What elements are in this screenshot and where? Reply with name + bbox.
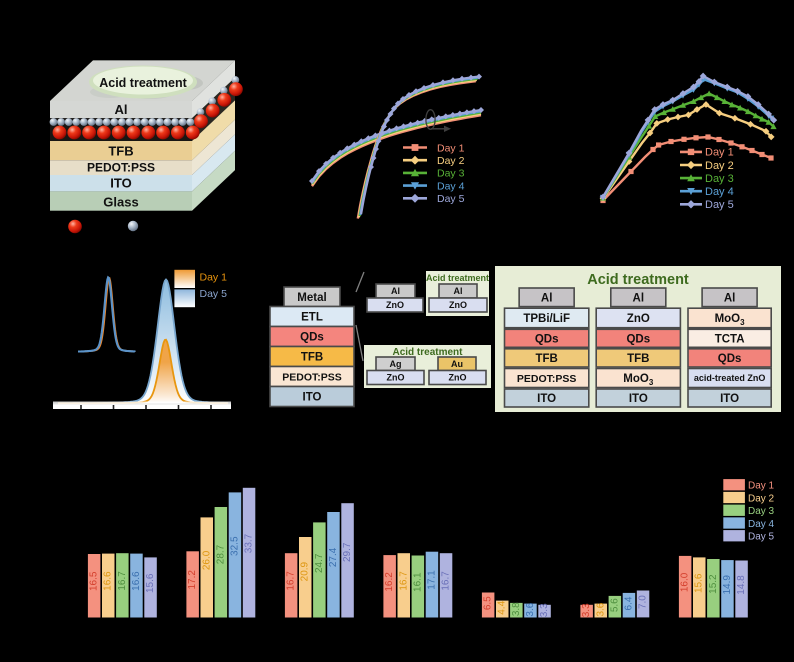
- svg-text:Acid treatment: Acid treatment: [587, 272, 689, 288]
- svg-text:Al: Al: [724, 292, 736, 304]
- svg-text:Acid treatment: Acid treatment: [99, 76, 187, 90]
- svg-text:6.4: 6.4: [623, 596, 634, 610]
- svg-text:3.3: 3.3: [539, 603, 550, 617]
- svg-text:Glass: Glass: [103, 195, 138, 210]
- svg-text:16.0: 16.0: [680, 572, 691, 592]
- svg-text:ZnO: ZnO: [449, 373, 467, 383]
- svg-text:14.9: 14.9: [722, 575, 733, 595]
- svg-text:16.2: 16.2: [384, 572, 395, 592]
- svg-text:Metal: Metal: [297, 292, 326, 304]
- svg-text:QDs: QDs: [300, 332, 324, 344]
- svg-text:Acid treatment: Acid treatment: [392, 347, 463, 358]
- svg-text:Au: Au: [451, 359, 463, 369]
- svg-text:20.9: 20.9: [300, 561, 311, 581]
- svg-text:15.6: 15.6: [694, 573, 705, 593]
- svg-text:TPBi/LiF: TPBi/LiF: [523, 313, 570, 325]
- svg-text:QDs: QDs: [718, 353, 742, 365]
- svg-text:ZnO: ZnO: [387, 373, 405, 383]
- svg-text:15.2: 15.2: [708, 574, 719, 594]
- svg-text:ITO: ITO: [720, 393, 739, 405]
- svg-text:32.5: 32.5: [229, 536, 240, 556]
- svg-text:6.5: 6.5: [483, 596, 494, 610]
- svg-text:Day 2: Day 2: [705, 160, 734, 172]
- svg-text:Day 2: Day 2: [437, 155, 465, 167]
- svg-text:QDs: QDs: [626, 333, 650, 345]
- svg-text:29.7: 29.7: [342, 542, 353, 562]
- svg-text:26.0: 26.0: [201, 550, 212, 570]
- svg-text:Day 1: Day 1: [437, 142, 465, 154]
- svg-text:ITO: ITO: [303, 392, 322, 404]
- svg-text:Day 1: Day 1: [705, 147, 734, 159]
- svg-text:Day 2: Day 2: [748, 493, 775, 504]
- svg-text:TFB: TFB: [627, 353, 649, 365]
- svg-text:16.7: 16.7: [286, 571, 297, 591]
- svg-text:Day 1: Day 1: [748, 481, 775, 492]
- svg-text:ZnO: ZnO: [627, 313, 650, 325]
- svg-text:3.8: 3.8: [511, 602, 522, 616]
- svg-text:acid-treated ZnO: acid-treated ZnO: [694, 373, 766, 383]
- svg-text:16.5: 16.5: [89, 571, 100, 591]
- svg-text:PEDOT:PSS: PEDOT:PSS: [87, 161, 155, 175]
- svg-text:Day 5: Day 5: [705, 199, 734, 211]
- svg-text:TCTA: TCTA: [715, 333, 745, 345]
- svg-text:PEDOT:PSS: PEDOT:PSS: [282, 371, 342, 383]
- svg-text:16.7: 16.7: [398, 571, 409, 591]
- svg-text:Acid treatment: Acid treatment: [426, 273, 489, 283]
- svg-text:16.6: 16.6: [131, 571, 142, 591]
- svg-text:16.7: 16.7: [117, 571, 128, 591]
- svg-text:Day 3: Day 3: [748, 506, 775, 517]
- svg-text:14.8: 14.8: [736, 575, 747, 595]
- svg-text:Day 4: Day 4: [705, 186, 734, 198]
- svg-text:Al: Al: [391, 286, 400, 296]
- svg-text:Day 4: Day 4: [437, 180, 465, 192]
- svg-text:MoO3: MoO3: [715, 313, 746, 327]
- svg-text:Day 3: Day 3: [705, 173, 734, 185]
- svg-text:Day 5: Day 5: [200, 288, 228, 300]
- svg-text:17.2: 17.2: [187, 570, 198, 590]
- svg-text:TFB: TFB: [108, 144, 133, 159]
- svg-text:7.0: 7.0: [638, 595, 649, 609]
- svg-text:ZnO: ZnO: [386, 300, 404, 310]
- svg-text:ITO: ITO: [629, 393, 648, 405]
- svg-text:QDs: QDs: [535, 333, 559, 345]
- svg-text:Al: Al: [115, 102, 128, 117]
- svg-text:Day 5: Day 5: [748, 532, 775, 543]
- svg-text:Day 4: Day 4: [748, 519, 775, 530]
- svg-text:MoO3: MoO3: [623, 373, 654, 387]
- svg-text:ITO: ITO: [110, 176, 131, 191]
- svg-text:TFB: TFB: [301, 352, 323, 364]
- svg-text:16.7: 16.7: [441, 571, 452, 591]
- svg-text:Al: Al: [633, 292, 645, 304]
- svg-text:16.1: 16.1: [412, 572, 423, 592]
- svg-text:Al: Al: [541, 292, 553, 304]
- svg-text:Al: Al: [454, 286, 463, 296]
- svg-text:TFB: TFB: [535, 353, 557, 365]
- svg-text:ZnO: ZnO: [449, 300, 467, 310]
- svg-text:15.6: 15.6: [145, 573, 156, 593]
- svg-text:Day 5: Day 5: [437, 193, 465, 205]
- svg-text:ITO: ITO: [537, 393, 556, 405]
- svg-text:Day 3: Day 3: [437, 168, 465, 180]
- svg-text:16.6: 16.6: [103, 571, 114, 591]
- svg-text:28.7: 28.7: [215, 544, 226, 564]
- svg-text:3.6: 3.6: [525, 602, 536, 616]
- svg-text:3.3: 3.3: [581, 603, 592, 617]
- svg-text:PEDOT:PSS: PEDOT:PSS: [517, 373, 577, 385]
- svg-text:33.7: 33.7: [244, 533, 255, 553]
- svg-text:Day 1: Day 1: [200, 271, 228, 283]
- svg-text:3.6: 3.6: [595, 602, 606, 616]
- svg-text:4.4: 4.4: [497, 600, 508, 614]
- svg-text:24.7: 24.7: [314, 553, 325, 573]
- svg-text:Ag: Ag: [390, 359, 402, 369]
- svg-text:17.1: 17.1: [426, 570, 437, 590]
- svg-text:ETL: ETL: [301, 312, 323, 324]
- svg-text:5.6: 5.6: [609, 598, 620, 612]
- svg-text:27.4: 27.4: [328, 547, 339, 567]
